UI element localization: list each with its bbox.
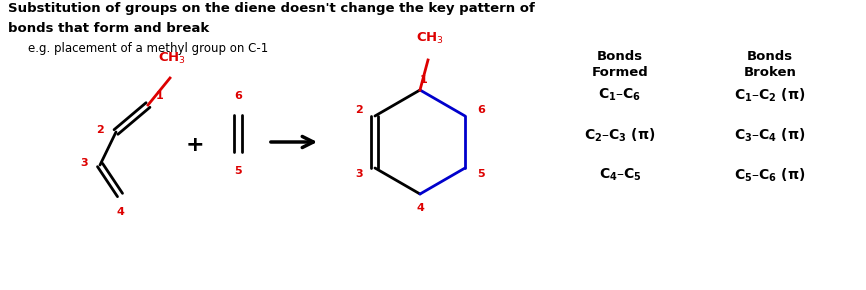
Text: Substitution of groups on the diene doesn't change the key pattern of: Substitution of groups on the diene does… [8,2,535,15]
Text: Bonds
Formed: Bonds Formed [591,50,649,79]
Text: CH$_3$: CH$_3$ [158,51,186,66]
Text: 3: 3 [81,158,88,168]
Text: 6: 6 [477,105,485,115]
Text: 6: 6 [234,91,242,101]
Text: 4: 4 [416,203,424,213]
Text: 4: 4 [116,207,124,217]
Text: $\bf{C_3}$$\bf{–C_4}$ $\bf{(\pi)}$: $\bf{C_3}$$\bf{–C_4}$ $\bf{(\pi)}$ [734,126,805,144]
Text: 2: 2 [96,125,104,135]
Text: $\bf{C_1}$$\bf{–C_2}$ $\bf{(\pi)}$: $\bf{C_1}$$\bf{–C_2}$ $\bf{(\pi)}$ [734,86,805,104]
Text: $\bf{C_2}$$\bf{–C_3}$ $\bf{(\pi)}$: $\bf{C_2}$$\bf{–C_3}$ $\bf{(\pi)}$ [585,126,656,144]
Text: Bonds
Broken: Bonds Broken [744,50,797,79]
Text: CH$_3$: CH$_3$ [416,31,444,46]
Text: 1: 1 [420,75,428,85]
Text: 5: 5 [477,169,485,179]
Text: 3: 3 [355,169,363,179]
Text: bonds that form and break: bonds that form and break [8,22,210,35]
Text: $\bf{C_5}$$\bf{–C_6}$ $\bf{(\pi)}$: $\bf{C_5}$$\bf{–C_6}$ $\bf{(\pi)}$ [734,166,805,184]
Text: 5: 5 [234,166,242,176]
Text: $\bf{C_4}$$\bf{–C_5}$: $\bf{C_4}$$\bf{–C_5}$ [598,167,642,183]
Text: e.g. placement of a methyl group on C-1: e.g. placement of a methyl group on C-1 [28,42,268,55]
Text: $\bf{C_1}$$\bf{–C_6}$: $\bf{C_1}$$\bf{–C_6}$ [598,87,642,103]
Text: +: + [185,135,204,155]
Text: 1: 1 [156,91,164,101]
Text: 2: 2 [355,105,363,115]
